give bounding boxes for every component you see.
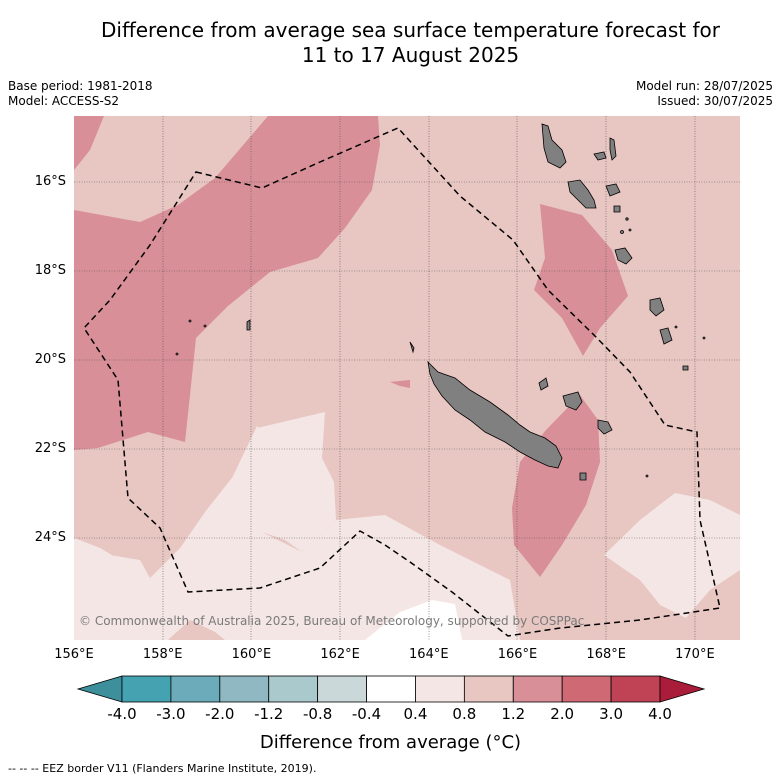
islet-4: [645, 474, 649, 478]
copyright-text: © Commonwealth of Australia 2025, Bureau…: [79, 614, 585, 628]
colorbar-extend-high: [659, 675, 706, 703]
colorbar-tick-label: -0.4: [351, 705, 382, 723]
colorbar-tick-label: -0.8: [302, 705, 333, 723]
lat-tick-label: 18°S: [34, 262, 66, 278]
model-run: Model run: 28/07/2025: [635, 79, 773, 93]
lon-tick-label: 162°E: [320, 647, 360, 662]
colorbar-tick-label: 4.0: [648, 705, 672, 723]
lat-tick-label: 22°S: [34, 440, 66, 456]
islet-7: [175, 352, 179, 356]
epi-island: [613, 205, 621, 213]
colorbar-tick-label: 0.4: [403, 705, 428, 723]
lat-tick-label: 16°S: [34, 174, 66, 189]
colorbar-title-suffix: ): [514, 732, 522, 753]
islet-2: [674, 325, 678, 329]
lat-tick-label: 24°S: [34, 529, 66, 545]
anomaly-band-0.4-0.8-south: [74, 470, 520, 640]
colorbar-extend-low: [76, 675, 123, 703]
meta-left: Base period: 1981-2018 Model: ACCESS-S2: [8, 79, 153, 109]
tongoa-islet: [625, 217, 629, 221]
shepherd-islet: [620, 230, 624, 234]
isle-of-pines: [579, 472, 587, 481]
anomaly-field: [74, 116, 740, 640]
efate-island: [614, 247, 633, 265]
ambae-island: [593, 151, 607, 161]
map-title-line1: Difference from average sea surface temp…: [100, 18, 720, 42]
colorbar: [76, 675, 706, 703]
colorbar-tick-label: -3.0: [156, 705, 186, 723]
lon-tick-label: 166°E: [497, 647, 538, 662]
malekula: [567, 179, 597, 209]
anomaly-band-1.2-2.0-small: [390, 380, 410, 388]
colorbar-tick-label: -2.0: [205, 705, 235, 723]
colorbar-tick-label: 2.0: [550, 705, 575, 723]
eez-footer-note: -- -- -- EEZ border V11 (Flanders Marine…: [8, 762, 317, 775]
lon-tick-label: 170°E: [675, 647, 715, 662]
islet-1: [628, 228, 632, 232]
lon-tick-label: 158°E: [142, 647, 183, 662]
lon-tick-label: 168°E: [586, 647, 626, 662]
anomaly-band-1.2-2.0-west: [74, 116, 380, 450]
tanna-island: [659, 327, 673, 345]
base-period: Base period: 1981-2018: [8, 79, 153, 93]
islet-6: [203, 324, 207, 328]
colorbar-swatch: [561, 675, 612, 703]
anomaly-band-1.2-2.0-vanuatu: [534, 204, 628, 356]
lat-tick-label: 20°S: [34, 351, 66, 367]
colorbar-tick-label: -4.0: [107, 705, 137, 723]
colorbar-swatch: [610, 675, 661, 703]
colorbar-tick-label: 1.2: [501, 705, 526, 723]
colorbar-swatch: [219, 675, 270, 703]
aneityum-island: [682, 365, 689, 371]
colorbar-tick-label: 0.8: [452, 705, 477, 723]
islet-3: [702, 336, 706, 340]
anomaly-band-0.8-1.2-patch1: [168, 620, 225, 640]
new-caledonia: [427, 360, 563, 469]
colorbar-swatch: [317, 675, 367, 703]
land-masses: [175, 123, 706, 481]
colorbar-swatch: [463, 675, 514, 703]
ambrym-island: [605, 183, 621, 197]
colorbar-title: Difference from average (°C): [0, 732, 781, 753]
anomaly-band-0.8-1.2-patch3: [620, 618, 664, 640]
lifou-island: [562, 391, 583, 411]
lon-tick-label: 164°E: [409, 647, 449, 662]
anomaly-band-1.2-2.0-south: [512, 395, 600, 577]
eez-border: [83, 127, 721, 637]
colorbar-unit: °C: [492, 732, 515, 753]
mare-island: [597, 419, 613, 435]
anomaly-band-neutral: [365, 600, 462, 640]
anomaly-band-0.4-0.8-east: [604, 493, 740, 618]
lon-tick-label: 160°E: [231, 647, 272, 662]
chesterfield-islet: [246, 319, 251, 331]
belep-island: [409, 341, 415, 354]
ouvea-island: [538, 377, 549, 391]
map-title-line2: 11 to 17 August 2025: [301, 43, 520, 67]
colorbar-swatch: [121, 675, 172, 703]
anomaly-band-0.8-1.2-patch2: [700, 594, 740, 640]
colorbar-swatch: [170, 675, 221, 703]
lon-tick-label: 156°E: [54, 647, 94, 662]
map-title: Difference from average sea surface temp…: [40, 18, 781, 68]
meta-right: Model run: 28/07/2025 Issued: 30/07/2025: [636, 79, 773, 109]
erromango-island: [649, 297, 665, 317]
colorbar-title-text: Difference from average (: [259, 732, 493, 753]
colorbar-swatch: [512, 675, 563, 703]
islet-5: [188, 319, 192, 323]
colorbar-swatch: [415, 675, 465, 703]
colorbar-swatch: [366, 675, 416, 703]
espiritu-santo: [541, 123, 567, 169]
colorbar-swatch: [268, 675, 319, 703]
colorbar-tick-label: -1.2: [254, 705, 284, 723]
colorbar-tick-label: 3.0: [599, 705, 623, 723]
model-name: Model: ACCESS-S2: [8, 94, 120, 108]
graticule: [74, 116, 740, 640]
maewo-island: [609, 137, 617, 161]
anomaly-band-1.2-2.0-northwest: [74, 116, 104, 170]
issued-date: Issued: 30/07/2025: [657, 94, 773, 108]
